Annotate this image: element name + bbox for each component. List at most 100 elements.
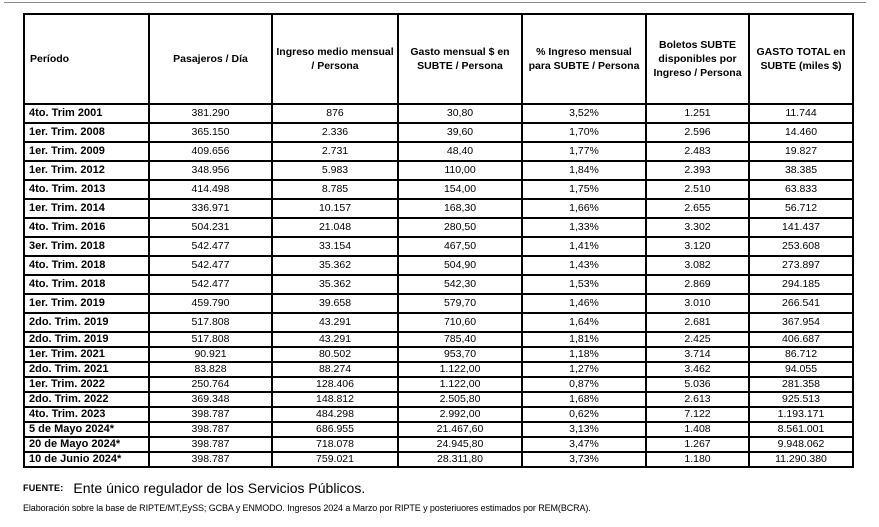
table-row: 2do. Trim. 2022 369.348 148.812 2.505,80 1,6… (23, 391, 854, 408)
period-cell: 2do. Trim. 2019 (23, 331, 150, 348)
value-cell: 280,50 (397, 217, 523, 238)
value-cell: 5.036 (645, 376, 750, 393)
value-cell: 406.687 (748, 331, 854, 348)
value-cell: 3.010 (645, 293, 750, 314)
value-cell: 30,80 (397, 103, 523, 124)
value-cell: 35.362 (271, 255, 399, 276)
value-cell: 24.945,80 (397, 436, 523, 453)
value-cell: 348.956 (148, 160, 273, 181)
period-cell: 1er. Trim. 2021 (23, 346, 150, 363)
value-cell: 7.122 (645, 406, 750, 423)
value-cell: 1,53% (521, 274, 647, 295)
table-row: 4to. Trim. 2016 504.231 21.048 280,50 1,33% 3… (23, 217, 854, 238)
value-cell: 369.348 (148, 391, 273, 408)
column-header-2: Ingreso medio mensual / Persona (271, 13, 399, 105)
value-cell: 148.812 (271, 391, 399, 408)
value-cell: 1,81% (521, 331, 647, 348)
value-cell: 2.505,80 (397, 391, 523, 408)
value-cell: 266.541 (748, 293, 854, 314)
value-cell: 3,47% (521, 436, 647, 453)
period-cell: 2do. Trim. 2019 (23, 312, 150, 333)
source-line: FUENTE: Ente único regulador de los Servi… (23, 480, 853, 498)
report-page: Período Pasajeros / Día Ingreso medio mens… (23, 13, 854, 513)
value-cell: 398.787 (148, 421, 273, 438)
value-cell: 710,60 (397, 312, 523, 333)
value-cell: 367.954 (748, 312, 854, 333)
value-cell: 1,75% (521, 179, 647, 200)
value-cell: 21.048 (271, 217, 399, 238)
value-cell: 8.561.001 (748, 421, 854, 438)
value-cell: 1,70% (521, 122, 647, 143)
value-cell: 542.477 (148, 236, 273, 257)
value-cell: 336.971 (148, 198, 273, 219)
period-cell: 1er. Trim. 2012 (23, 160, 150, 181)
value-cell: 1.408 (645, 421, 750, 438)
value-cell: 1,77% (521, 141, 647, 162)
period-cell: 2do. Trim. 2021 (23, 361, 150, 378)
value-cell: 1.122,00 (397, 361, 523, 378)
value-cell: 8.785 (271, 179, 399, 200)
value-cell: 0,87% (521, 376, 647, 393)
period-cell: 4to. Trim 2001 (23, 103, 150, 124)
value-cell: 39.658 (271, 293, 399, 314)
table-row: 1er. Trim. 2008 365.150 2.336 39,60 1,70% 2.5… (23, 122, 854, 143)
value-cell: 56.712 (748, 198, 854, 219)
value-cell: 579,70 (397, 293, 523, 314)
value-cell: 1.267 (645, 436, 750, 453)
value-cell: 398.787 (148, 436, 273, 453)
subte-statistics-table: Período Pasajeros / Día Ingreso medio mens… (23, 13, 854, 468)
value-cell: 80.502 (271, 346, 399, 363)
value-cell: 43.291 (271, 331, 399, 348)
column-header-1: Pasajeros / Día (148, 13, 273, 105)
source-label: FUENTE: (23, 483, 64, 493)
value-cell: 1.251 (645, 103, 750, 124)
value-cell: 517.808 (148, 312, 273, 333)
table-row: 2do. Trim. 2021 83.828 88.274 1.122,00 1,27%… (23, 361, 854, 378)
value-cell: 14.460 (748, 122, 854, 143)
value-cell: 250.764 (148, 376, 273, 393)
value-cell: 141.437 (748, 217, 854, 238)
value-cell: 2.510 (645, 179, 750, 200)
period-cell: 5 de Mayo 2024* (23, 421, 150, 438)
table-row: 1er. Trim. 2012 348.956 5.983 110,00 1,84% 2.… (23, 160, 854, 181)
value-cell: 542.477 (148, 274, 273, 295)
value-cell: 3,73% (521, 451, 647, 468)
value-cell: 459.790 (148, 293, 273, 314)
value-cell: 9.948.062 (748, 436, 854, 453)
value-cell: 504,90 (397, 255, 523, 276)
table-row: 20 de Mayo 2024* 398.787 718.078 24.945,80 3… (23, 436, 854, 453)
value-cell: 253.608 (748, 236, 854, 257)
period-cell: 1er. Trim. 2009 (23, 141, 150, 162)
value-cell: 0,62% (521, 406, 647, 423)
value-cell: 2.393 (645, 160, 750, 181)
value-cell: 1,33% (521, 217, 647, 238)
value-cell: 1.180 (645, 451, 750, 468)
value-cell: 83.828 (148, 361, 273, 378)
period-cell: 10 de Junio 2024* (23, 451, 150, 468)
table-row: 4to. Trim. 2013 414.498 8.785 154,00 1,75% 2.… (23, 179, 854, 200)
value-cell: 43.291 (271, 312, 399, 333)
value-cell: 1,41% (521, 236, 647, 257)
value-cell: 1.122,00 (397, 376, 523, 393)
value-cell: 484.298 (271, 406, 399, 423)
column-header-3: Gasto mensual $ en SUBTE / Persona (397, 13, 523, 105)
value-cell: 1,64% (521, 312, 647, 333)
value-cell: 1,66% (521, 198, 647, 219)
table-row: 1er. Trim. 2009 409.656 2.731 48,40 1,77% 2.4… (23, 141, 854, 162)
value-cell: 3.082 (645, 255, 750, 276)
value-cell: 11.744 (748, 103, 854, 124)
value-cell: 409.656 (148, 141, 273, 162)
period-cell: 4to. Trim. 2023 (23, 406, 150, 423)
period-cell: 4to. Trim. 2013 (23, 179, 150, 200)
value-cell: 2.992,00 (397, 406, 523, 423)
value-cell: 2.483 (645, 141, 750, 162)
value-cell: 504.231 (148, 217, 273, 238)
value-cell: 953,70 (397, 346, 523, 363)
value-cell: 5.983 (271, 160, 399, 181)
source-text: Ente único regulador de los Servicios Pú… (73, 480, 366, 496)
value-cell: 19.827 (748, 141, 854, 162)
value-cell: 63.833 (748, 179, 854, 200)
period-cell: 20 de Mayo 2024* (23, 436, 150, 453)
value-cell: 21.467,60 (397, 421, 523, 438)
table-row: 4to. Trim 2001 381.290 876 30,80 3,52% 1.251 1… (23, 103, 854, 124)
